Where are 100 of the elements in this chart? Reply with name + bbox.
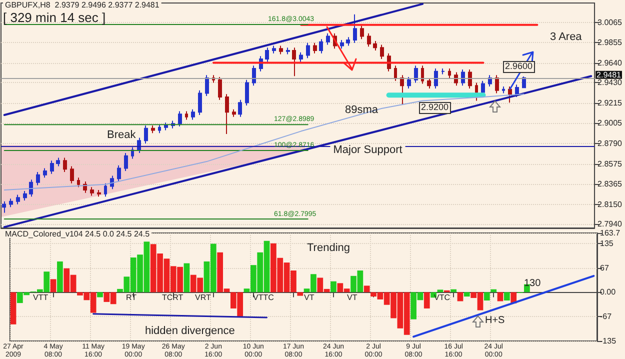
y-tick-label: 2.9005 (598, 118, 623, 128)
y-tick-label: 2.9855 (598, 38, 623, 47)
candlestick (16, 194, 20, 205)
y-tick-label: 2.9215 (598, 98, 623, 108)
candlestick (178, 110, 182, 127)
candlestick (90, 186, 94, 196)
candlestick (97, 190, 101, 198)
candlestick (238, 99, 242, 118)
annotation: TCRT (162, 293, 184, 303)
annotation: VTTC (253, 293, 274, 303)
candlestick (124, 152, 128, 172)
annotation: Trending (307, 242, 350, 254)
ref-line-label: Major Support (333, 144, 402, 156)
y-tick-label: 67 (600, 263, 610, 272)
annotation: 2.9200 (419, 102, 451, 114)
candlestick (286, 47, 290, 55)
candlestick (346, 36, 350, 46)
annotation: 3 Area (550, 31, 582, 44)
candlestick (104, 182, 107, 198)
bar (330, 281, 336, 292)
candlestick (265, 47, 269, 62)
y-tick-label: 2.8150 (598, 200, 623, 209)
candlestick (306, 42, 310, 59)
candlestick (56, 157, 60, 167)
annotation: Break (107, 129, 136, 142)
candlestick (9, 198, 13, 208)
bar (10, 292, 16, 324)
bar (457, 292, 464, 302)
y-tick-label: 135 (600, 238, 614, 248)
annotation: VT (304, 293, 314, 303)
line-series (4, 94, 524, 191)
candlestick (151, 124, 155, 134)
candlestick (515, 84, 519, 98)
candlestick (279, 45, 283, 55)
candlestick (43, 168, 47, 178)
candlestick (299, 52, 303, 62)
candlestick (198, 90, 202, 116)
candlestick (77, 177, 80, 188)
candlestick (495, 74, 499, 94)
candlestick (205, 74, 209, 97)
candlestick (50, 160, 54, 174)
y-tick-label: 2.9430 (598, 78, 623, 88)
y-tick-label: 0.00 (600, 288, 616, 297)
bar (424, 292, 430, 308)
bar (97, 292, 103, 298)
candlestick (468, 68, 472, 89)
y-tick-label: 2.9640 (598, 58, 623, 68)
annotation: 130 (524, 278, 541, 289)
y-tick-label: -67 (600, 312, 612, 321)
candlestick (373, 40, 377, 51)
annotation: H+S (485, 315, 505, 326)
annotation: hidden divergence (145, 325, 235, 338)
candlestick (360, 25, 364, 40)
bar (50, 279, 56, 292)
candlestick (117, 164, 121, 182)
candlestick (292, 47, 296, 77)
candlestick (252, 65, 256, 86)
candlestick (340, 40, 344, 50)
candlestick (137, 137, 141, 154)
candlestick (245, 79, 249, 106)
annotation: RT (126, 293, 137, 303)
annotation: [ 329 min 14 sec ] (3, 10, 106, 26)
candlestick (23, 190, 27, 201)
chart-title: GBPUFX,H8 2.9379 2.9496 2.9377 2.9481 (5, 0, 160, 10)
y-tick-label: -135 (600, 336, 617, 346)
candlestick (218, 76, 222, 100)
y-tick-label: 2.8575 (598, 159, 623, 168)
candlestick (502, 86, 505, 94)
bar (184, 263, 190, 292)
bar (484, 292, 490, 301)
candlestick (394, 65, 397, 82)
candlestick (407, 76, 411, 89)
candlestick (70, 166, 74, 184)
annotation: 2.9600 (503, 61, 535, 73)
candlestick (319, 38, 323, 54)
y-tick-label: 2.8365 (598, 179, 623, 188)
candlestick (461, 68, 465, 86)
candlestick (522, 76, 526, 88)
candlestick (380, 44, 384, 60)
annotation: VTC (434, 293, 450, 303)
annotation: 89sma (345, 104, 378, 116)
y-tick-label: 163.7 (600, 228, 621, 238)
candlestick (367, 32, 371, 48)
bar (364, 286, 370, 292)
candlestick (36, 171, 40, 186)
candlestick (313, 42, 317, 54)
candlestick (441, 68, 445, 75)
candlestick (353, 14, 357, 44)
annotation: VRT (195, 293, 211, 303)
candlestick (144, 124, 148, 144)
bar (497, 292, 504, 302)
y-tick-label: 2.8790 (598, 139, 623, 148)
chart-title: MACD_Colored_v104 24.5 0.0 24.5 24.5 (5, 230, 150, 238)
candlestick (421, 65, 424, 84)
ref-line-label: 2.9481 (596, 70, 622, 80)
candlestick (434, 68, 438, 89)
bar (297, 292, 304, 296)
candlestick (508, 86, 512, 104)
candlestick (29, 179, 33, 198)
candlestick (164, 122, 168, 131)
